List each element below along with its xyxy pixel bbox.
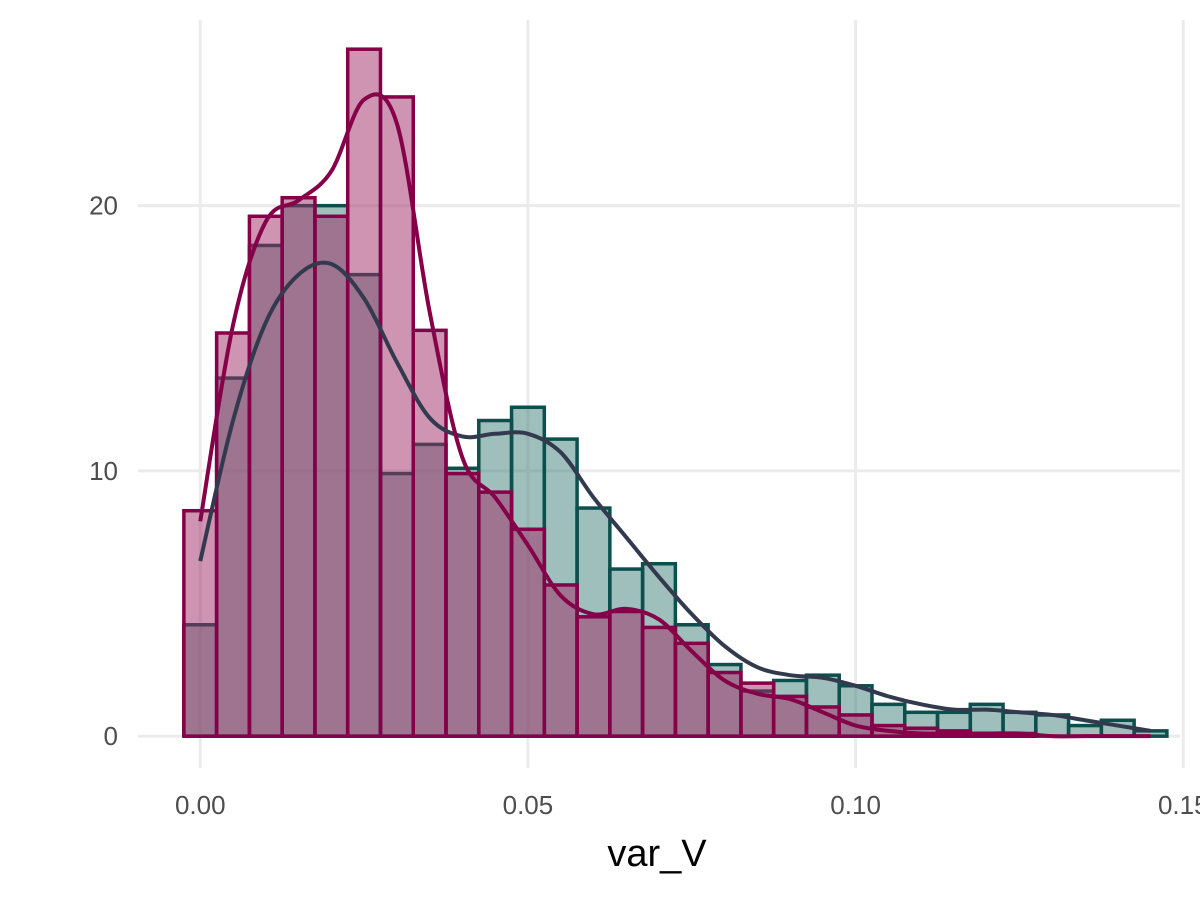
bar-magenta-15: [673, 641, 710, 738]
x-tick-label-2: 0.10: [830, 790, 881, 820]
bar-magenta-4: [313, 214, 350, 738]
axis-tick-labels: 0.00 0.05 0.10 0.15 0 10 20: [89, 191, 1200, 820]
bar-magenta-12: [575, 615, 612, 738]
bar-magenta-7: [411, 328, 448, 738]
density-curves: [198, 92, 1151, 739]
bar-magenta-3: [280, 195, 317, 738]
density-curve-teal: [198, 260, 1151, 733]
x-tick-label-1: 0.05: [503, 790, 554, 820]
bar-series-magenta: [182, 47, 1038, 738]
bar-magenta-5: [345, 47, 383, 738]
density-curve-magenta: [198, 92, 1151, 739]
bar-magenta-16: [706, 670, 743, 738]
x-axis-title: var_V: [607, 833, 707, 875]
bar-magenta-8: [444, 471, 481, 738]
bar-magenta-2: [247, 214, 284, 738]
y-tick-label-0: 0: [104, 721, 118, 751]
bar-magenta-13: [608, 609, 645, 738]
bar-magenta-6: [378, 95, 415, 738]
y-tick-label-1: 10: [89, 456, 118, 486]
bar-magenta-14: [640, 625, 678, 738]
x-tick-label-0: 0.00: [175, 790, 226, 820]
x-tick-label-3: 0.15: [1158, 790, 1200, 820]
histogram-bars: [182, 47, 1169, 738]
y-tick-label-2: 20: [89, 191, 118, 221]
bar-magenta-9: [477, 490, 514, 738]
bar-magenta-11: [542, 583, 579, 738]
bar-magenta-0: [182, 508, 219, 738]
